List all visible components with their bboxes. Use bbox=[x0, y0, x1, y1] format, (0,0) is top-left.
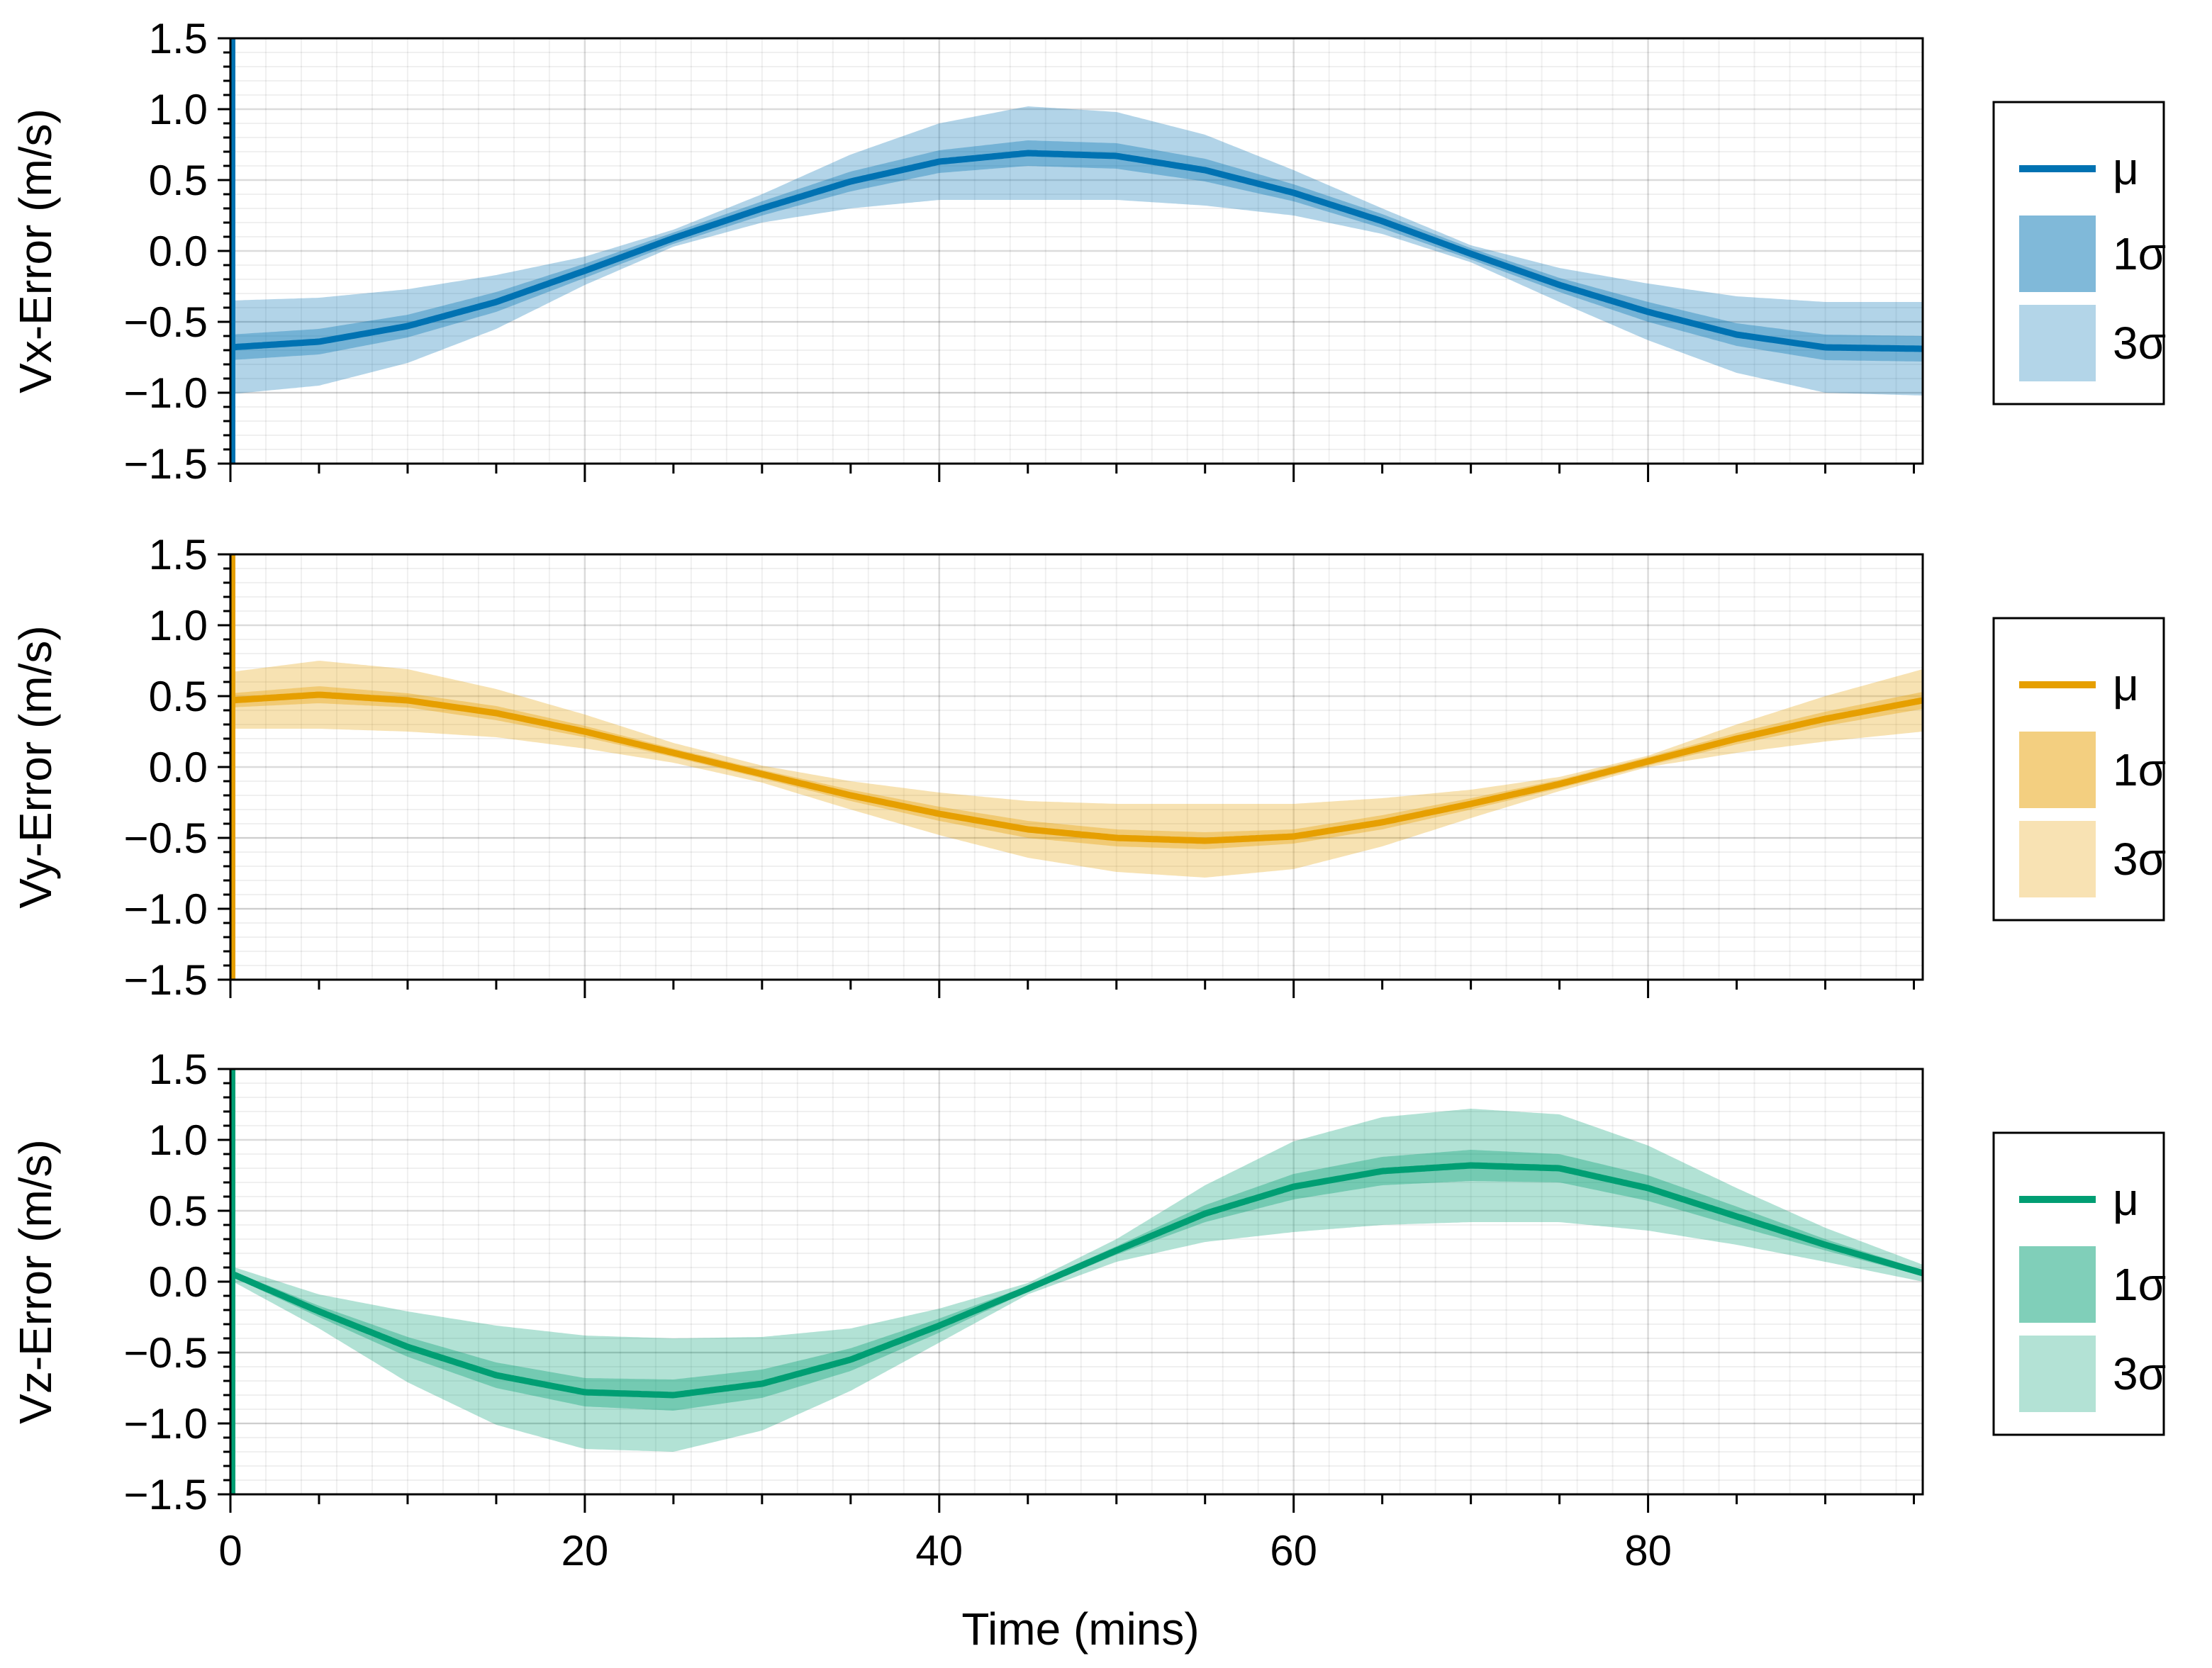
vx-x-axis bbox=[229, 464, 1916, 482]
panel-vx: −1.5 −1.0 −0.5 0.0 0.5 1.0 1.5 Vx-Error (m/s) μ 1… bbox=[10, 15, 2166, 488]
y-tick-label: 0.0 bbox=[149, 228, 208, 275]
x-tick-label: 0 bbox=[218, 1527, 242, 1574]
vy-minor-grid bbox=[230, 554, 1923, 980]
vz-minor-grid bbox=[230, 1069, 1923, 1494]
y-tick-label: −0.5 bbox=[124, 1329, 208, 1377]
y-tick-label: 0.5 bbox=[149, 157, 208, 204]
y-tick-label: −1.5 bbox=[124, 956, 208, 1004]
y-tick-label: −0.5 bbox=[124, 815, 208, 862]
vx-mean-line bbox=[230, 150, 1923, 352]
vx-3sigma-band bbox=[230, 106, 1923, 396]
vz-major-grid bbox=[229, 1068, 1923, 1496]
legend-3sigma-label: 3σ bbox=[2113, 1348, 2166, 1399]
vy-y-axis: −1.5 −1.0 −0.5 0.0 0.5 1.0 1.5 bbox=[124, 531, 230, 1004]
vy-series bbox=[230, 554, 1923, 980]
y-tick-label: 0.0 bbox=[149, 744, 208, 791]
panel-vy: −1.5 −1.0 −0.5 0.0 0.5 1.0 1.5 Vy-Error (m/s) μ 1… bbox=[10, 531, 2166, 1004]
y-tick-label: −1.5 bbox=[124, 1471, 208, 1518]
vz-legend: μ 1σ 3σ bbox=[1992, 1131, 2166, 1436]
vz-3sigma-band bbox=[230, 1109, 1923, 1452]
vx-minor-grid bbox=[230, 38, 1923, 464]
y-tick-label: −1.0 bbox=[124, 369, 208, 417]
vz-series bbox=[230, 1069, 1923, 1494]
vx-series bbox=[230, 38, 1923, 464]
vx-y-axis: −1.5 −1.0 −0.5 0.0 0.5 1.0 1.5 bbox=[124, 15, 230, 488]
vx-y-axis-label: Vx-Error (m/s) bbox=[10, 108, 61, 393]
y-tick-label: −1.0 bbox=[124, 885, 208, 933]
x-tick-label: 60 bbox=[1270, 1527, 1317, 1574]
legend-3sigma-label: 3σ bbox=[2113, 318, 2166, 369]
legend-mean-label: μ bbox=[2113, 659, 2139, 710]
vz-mean-line bbox=[230, 1162, 1923, 1399]
x-tick-label: 20 bbox=[562, 1527, 609, 1574]
legend-1sigma-label: 1σ bbox=[2113, 228, 2166, 279]
y-tick-label: 1.5 bbox=[149, 1046, 208, 1093]
legend-1sigma-swatch bbox=[2019, 216, 2096, 292]
x-tick-label: 80 bbox=[1624, 1527, 1672, 1574]
y-tick-label: −0.5 bbox=[124, 298, 208, 346]
x-axis-label: Time (mins) bbox=[961, 1603, 1199, 1655]
panel-vz: −1.5 −1.0 −0.5 0.0 0.5 1.0 1.5 0 20 40 60 80 Vz-Erro… bbox=[10, 1046, 2166, 1574]
legend-3sigma-swatch bbox=[2019, 1336, 2096, 1412]
vy-legend: μ 1σ 3σ bbox=[1992, 617, 2166, 922]
y-tick-label: 0.5 bbox=[149, 673, 208, 720]
legend-3sigma-label: 3σ bbox=[2113, 834, 2166, 885]
y-tick-label: 1.0 bbox=[149, 1116, 208, 1164]
vx-major-grid bbox=[229, 37, 1923, 465]
legend-1sigma-swatch bbox=[2019, 1246, 2096, 1323]
y-tick-label: 1.5 bbox=[149, 531, 208, 578]
y-tick-label: 1.0 bbox=[149, 602, 208, 649]
y-tick-label: −1.0 bbox=[124, 1400, 208, 1448]
y-tick-label: −1.5 bbox=[124, 440, 208, 488]
legend-mean-label: μ bbox=[2113, 143, 2139, 194]
y-tick-label: 0.5 bbox=[149, 1187, 208, 1235]
vz-x-axis: 0 20 40 60 80 bbox=[218, 1494, 1916, 1574]
y-tick-label: 0.0 bbox=[149, 1258, 208, 1306]
vy-major-grid bbox=[229, 553, 1923, 981]
legend-mean-label: μ bbox=[2113, 1174, 2139, 1225]
vy-y-axis-label: Vy-Error (m/s) bbox=[10, 625, 61, 908]
y-tick-label: 1.0 bbox=[149, 86, 208, 133]
legend-1sigma-label: 1σ bbox=[2113, 744, 2166, 795]
legend-3sigma-swatch bbox=[2019, 305, 2096, 381]
y-tick-label: 1.5 bbox=[149, 15, 208, 62]
vy-3sigma-band bbox=[230, 661, 1923, 878]
vy-mean-line bbox=[230, 691, 1923, 844]
vy-x-axis bbox=[229, 980, 1916, 998]
legend-1sigma-swatch bbox=[2019, 732, 2096, 808]
legend-3sigma-swatch bbox=[2019, 821, 2096, 897]
vz-y-axis-label: Vz-Error (m/s) bbox=[10, 1139, 61, 1424]
vz-y-axis: −1.5 −1.0 −0.5 0.0 0.5 1.0 1.5 bbox=[124, 1046, 230, 1518]
subplots: −1.5 −1.0 −0.5 0.0 0.5 1.0 1.5 Vx-Error (m/s) μ 1… bbox=[10, 15, 2166, 1574]
vx-legend: μ 1σ 3σ bbox=[1992, 101, 2166, 405]
x-tick-label: 40 bbox=[915, 1527, 963, 1574]
legend-1sigma-label: 1σ bbox=[2113, 1259, 2166, 1310]
